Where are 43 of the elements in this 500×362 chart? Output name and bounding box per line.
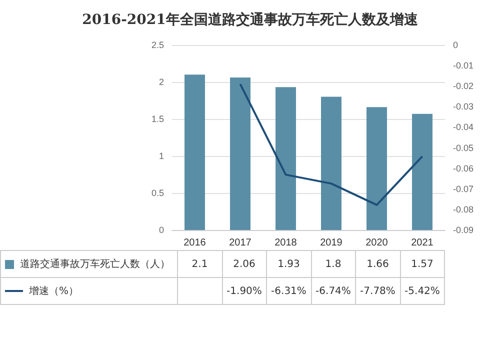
bar xyxy=(276,87,296,230)
bar xyxy=(230,78,250,230)
line-series xyxy=(239,83,424,206)
data-label: -1.90% xyxy=(222,278,266,304)
data-label: -6.74% xyxy=(311,278,356,304)
data-label: -6.31% xyxy=(266,278,311,304)
x-tick-label: 2019 xyxy=(320,238,343,248)
bar xyxy=(321,96,342,230)
data-label: 1.57 xyxy=(400,250,444,278)
data-label: 1.66 xyxy=(356,250,400,278)
legend-label: 道路交通事故万车死亡人数（人） xyxy=(0,250,178,278)
y2-tick-label: -0.07 xyxy=(453,184,474,194)
y-tick-label: 0.5 xyxy=(151,188,164,198)
x-tick-label: 2020 xyxy=(366,238,388,248)
data-label: -5.42% xyxy=(400,278,444,304)
legend-label: 增速（%） xyxy=(0,278,178,304)
y2-tick-label: -0.03 xyxy=(453,102,474,112)
bar xyxy=(366,107,387,230)
y-tick-label: 2 xyxy=(158,77,164,87)
y2-tick-label: -0.01 xyxy=(453,60,474,71)
chart-title: 2016-2021年全国道路交通事故万车死亡人数及增速 xyxy=(82,11,419,28)
y2-tick-label: -0.09 xyxy=(453,225,474,235)
bar xyxy=(184,74,205,230)
x-tick-label: 2021 xyxy=(411,238,434,248)
y2-tick-label: 0 xyxy=(453,40,458,50)
y-tick-label: 1 xyxy=(158,151,164,161)
data-label: 1.93 xyxy=(266,250,311,278)
y2-tick-label: -0.08 xyxy=(453,204,474,214)
y-tick-label: 2.5 xyxy=(151,40,164,50)
data-label: 2.06 xyxy=(222,250,266,278)
y-tick-label: 0 xyxy=(158,225,164,235)
data-label: 1.8 xyxy=(311,250,356,278)
y2-tick-label: -0.05 xyxy=(453,142,474,153)
y2-tick-label: -0.02 xyxy=(453,81,474,92)
x-tick-label: 2016 xyxy=(184,238,206,248)
y2-tick-label: -0.06 xyxy=(453,163,474,174)
bar xyxy=(412,114,432,230)
data-label: 2.1 xyxy=(178,250,222,278)
data-label: -7.78% xyxy=(356,278,400,304)
y2-tick-label: -0.04 xyxy=(453,122,474,132)
y-tick-label: 1.5 xyxy=(151,114,164,124)
x-tick-label: 2017 xyxy=(229,238,252,248)
x-tick-label: 2018 xyxy=(274,238,298,248)
